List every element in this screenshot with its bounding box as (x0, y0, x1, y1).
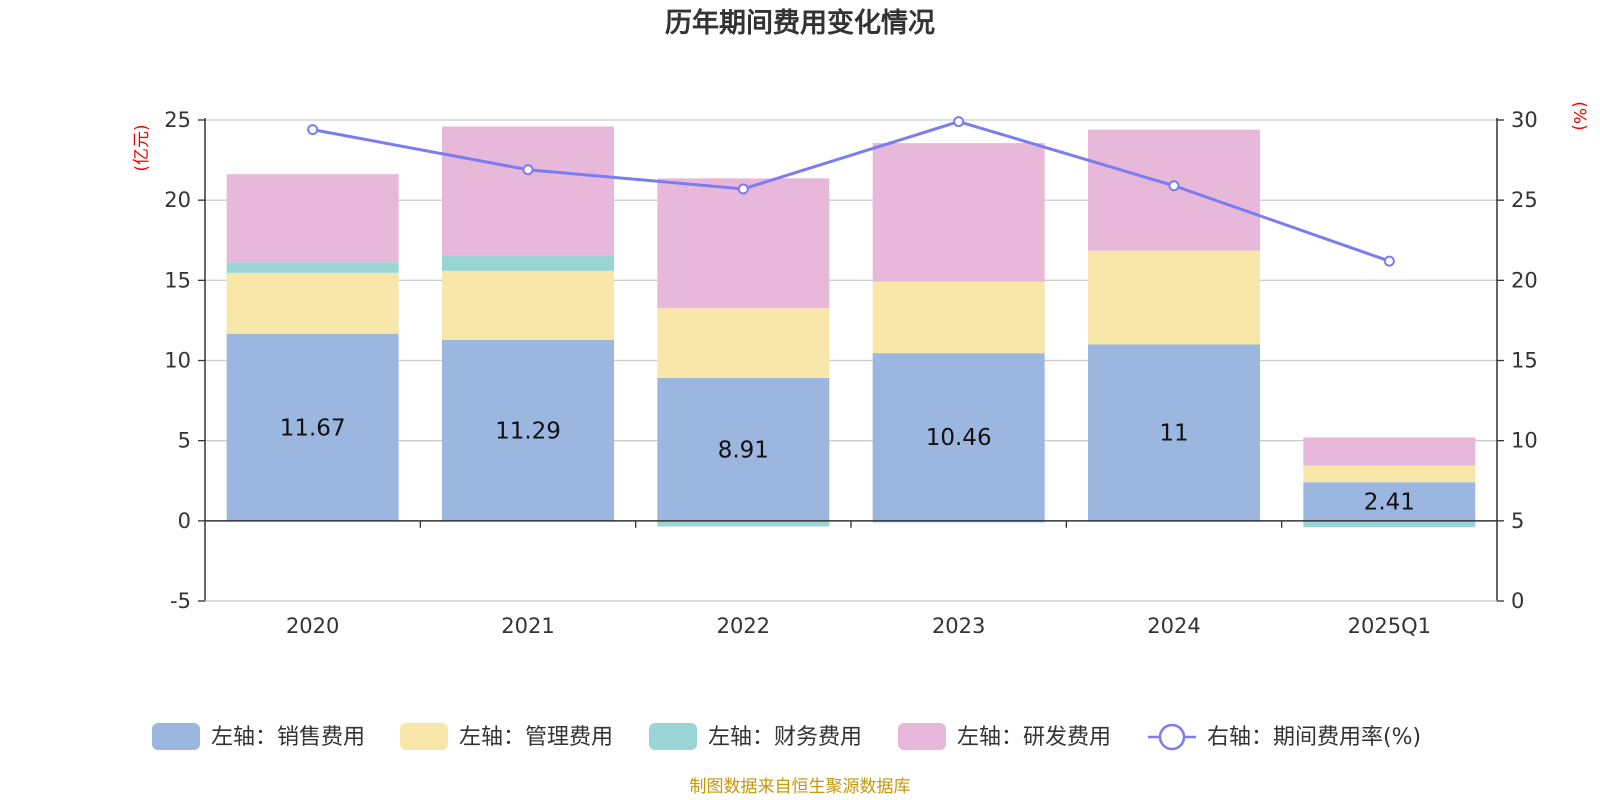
legend-swatch (400, 723, 448, 750)
category-label: 2025Q1 (1348, 614, 1431, 638)
source-note: 制图数据来自恒生聚源数据库 (690, 777, 911, 797)
bar-segment (1303, 520, 1476, 528)
bar-segment (442, 270, 614, 340)
bar-segment (657, 178, 830, 309)
legend-label: 左轴：管理费用 (459, 725, 613, 750)
legend-label: 左轴：财务费用 (708, 725, 862, 750)
left-tick-label: 10 (164, 349, 191, 373)
bar-segment (657, 308, 830, 378)
axes: 25 20 15 10 5 0 -5 30 25 20 15 10 5 0 2020 2021 2022 2023… (164, 108, 1537, 638)
right-tick-label: 20 (1511, 268, 1538, 292)
bars (226, 126, 1476, 528)
data-labels: 11.67 11.29 8.91 10.46 11 2.41 (280, 415, 1415, 515)
bar-segment (442, 255, 614, 271)
bar-segment (872, 520, 1045, 523)
bar-segment (872, 353, 1045, 521)
rate-point (522, 164, 534, 176)
left-tick-label: 5 (178, 429, 191, 453)
legend-item[interactable]: 左轴：研发费用 (898, 723, 1111, 750)
chart-title: 历年期间费用变化情况 (665, 7, 935, 39)
category-label: 2021 (501, 614, 554, 638)
data-label: 11.67 (280, 415, 346, 441)
gridlines (205, 119, 1497, 602)
right-tick-label: 15 (1511, 349, 1538, 373)
legend-label: 左轴：研发费用 (957, 725, 1111, 750)
data-label: 8.91 (718, 437, 769, 463)
data-label: 2.41 (1364, 490, 1415, 516)
legend-marker (1158, 723, 1186, 751)
bar-segment (872, 281, 1045, 354)
right-tick-label: 10 (1511, 429, 1538, 453)
bar-segment (1303, 437, 1476, 466)
bar-segment (657, 520, 830, 527)
legend-item[interactable]: 右轴：期间费用率(%) (1148, 723, 1421, 751)
rate-point (1168, 180, 1180, 192)
left-axis-unit: (亿元) (132, 124, 152, 171)
data-label: 11 (1159, 421, 1188, 447)
legend-item[interactable]: 左轴：管理费用 (400, 723, 613, 750)
data-label: 10.46 (926, 425, 992, 451)
bar-segment (1303, 482, 1476, 521)
bar-segment (1088, 250, 1260, 345)
bar-segment (872, 143, 1045, 282)
rate-point (953, 116, 965, 128)
right-tick-label: 5 (1511, 509, 1524, 533)
category-label: 2020 (286, 614, 339, 638)
rate-point (737, 183, 749, 195)
legend-label: 左轴：销售费用 (211, 725, 365, 750)
rate-line (307, 116, 1395, 267)
bar-segment (657, 377, 830, 521)
right-tick-label: 30 (1511, 108, 1538, 132)
bar-segment (442, 126, 614, 256)
left-tick-label: 20 (164, 188, 191, 212)
right-tick-label: 0 (1511, 589, 1524, 613)
left-tick-label: 15 (164, 268, 191, 292)
category-label: 2024 (1147, 614, 1200, 638)
right-axis-unit: (%) (1569, 101, 1589, 130)
bar-segment (442, 339, 614, 521)
rate-point (307, 124, 319, 136)
legend-swatch (649, 723, 697, 750)
legend-item[interactable]: 左轴：销售费用 (152, 723, 365, 750)
bar-segment (226, 174, 399, 263)
left-tick-label: 0 (178, 509, 191, 533)
legend-label: 右轴：期间费用率(%) (1207, 725, 1421, 750)
bar-segment (1303, 465, 1476, 483)
rate-point (1383, 255, 1395, 267)
legend: 左轴：销售费用 左轴：管理费用 左轴：财务费用 左轴：研发费用 右轴：期间费用率(%) (152, 723, 1421, 751)
legend-swatch (898, 723, 946, 750)
bar-segment (226, 272, 399, 334)
left-tick-label: -5 (170, 589, 191, 613)
left-tick-label: 25 (164, 108, 191, 132)
category-label: 2023 (932, 614, 985, 638)
bar-segment (1088, 344, 1260, 521)
legend-item[interactable]: 左轴：财务费用 (649, 723, 862, 750)
right-tick-label: 25 (1511, 188, 1538, 212)
bar-segment (226, 333, 399, 521)
category-label: 2022 (717, 614, 770, 638)
data-label: 11.29 (495, 418, 561, 444)
bar-segment (226, 262, 399, 273)
legend-swatch (152, 723, 200, 750)
rate-line-path (312, 120, 1390, 263)
